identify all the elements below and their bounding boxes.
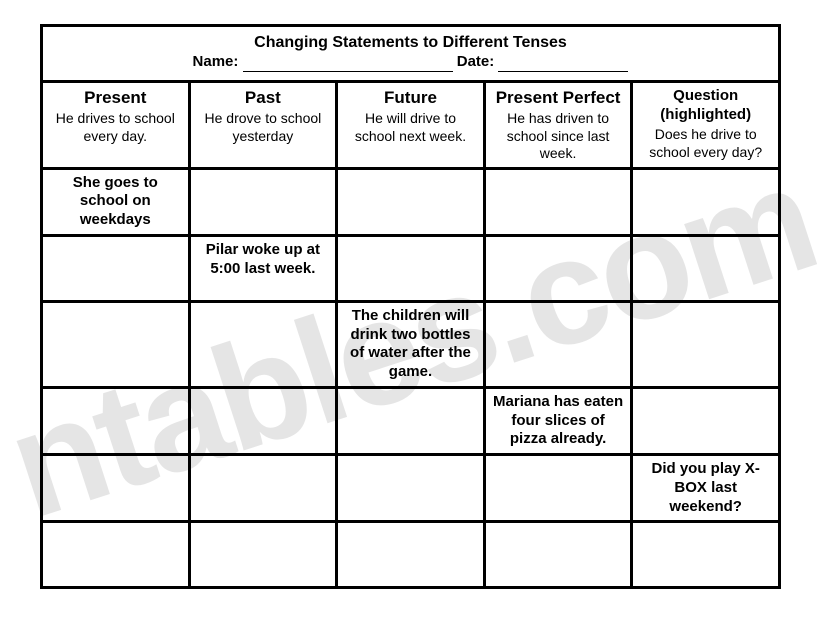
cell-future[interactable] — [337, 168, 485, 235]
col-example: He drives to school every day. — [56, 110, 175, 144]
table-row — [42, 522, 780, 588]
cell-present-perfect[interactable] — [484, 522, 632, 588]
worksheet-page: ntables.com Changing Statements to Diffe… — [0, 0, 821, 634]
cell-future[interactable] — [337, 387, 485, 454]
date-label: Date: — [457, 53, 495, 70]
table-row: The children will drink two bottles of w… — [42, 301, 780, 387]
cell-present-perfect[interactable] — [484, 235, 632, 301]
cell-past[interactable] — [189, 168, 337, 235]
cell-future[interactable] — [337, 235, 485, 301]
col-example: He has driven to school since last week. — [507, 110, 610, 161]
col-example: He drove to school yesterday — [205, 110, 322, 144]
cell-present[interactable] — [42, 387, 190, 454]
table-row: Pilar woke up at 5:00 last week. — [42, 235, 780, 301]
col-title: Past — [197, 87, 330, 108]
col-title: Future — [344, 87, 477, 108]
cell-present-perfect[interactable] — [484, 168, 632, 235]
cell-text: Did you play X-BOX last weekend? — [652, 460, 760, 515]
cell-present[interactable]: She goes to school on weekdays — [42, 168, 190, 235]
cell-question[interactable] — [632, 522, 780, 588]
col-example: He will drive to school next week. — [355, 110, 466, 144]
header-row: Present He drives to school every day. P… — [42, 81, 780, 168]
cell-past[interactable] — [189, 387, 337, 454]
cell-future[interactable] — [337, 455, 485, 522]
cell-future[interactable]: The children will drink two bottles of w… — [337, 301, 485, 387]
col-header-question: Question (highlighted) Does he drive to … — [632, 81, 780, 168]
cell-present-perfect[interactable]: Mariana has eaten four slices of pizza a… — [484, 387, 632, 454]
col-header-future: Future He will drive to school next week… — [337, 81, 485, 168]
cell-past[interactable] — [189, 301, 337, 387]
cell-present[interactable] — [42, 522, 190, 588]
cell-text: Mariana has eaten four slices of pizza a… — [493, 393, 623, 448]
cell-present[interactable] — [42, 235, 190, 301]
col-title: Present — [49, 87, 182, 108]
col-header-past: Past He drove to school yesterday — [189, 81, 337, 168]
cell-text: The children will drink two bottles of w… — [350, 307, 471, 380]
name-blank[interactable] — [243, 58, 453, 72]
cell-question[interactable] — [632, 235, 780, 301]
cell-past[interactable] — [189, 455, 337, 522]
cell-present[interactable] — [42, 455, 190, 522]
cell-question[interactable]: Did you play X-BOX last weekend? — [632, 455, 780, 522]
cell-question[interactable] — [632, 301, 780, 387]
cell-future[interactable] — [337, 522, 485, 588]
title-row: Changing Statements to Different Tenses … — [42, 26, 780, 82]
col-example: Does he drive to school every day? — [649, 126, 762, 160]
cell-past[interactable] — [189, 522, 337, 588]
date-blank[interactable] — [498, 58, 628, 72]
cell-question[interactable] — [632, 168, 780, 235]
table-row: Mariana has eaten four slices of pizza a… — [42, 387, 780, 454]
table-row: Did you play X-BOX last weekend? — [42, 455, 780, 522]
cell-question[interactable] — [632, 387, 780, 454]
tenses-table: Changing Statements to Different Tenses … — [40, 24, 781, 589]
cell-text: Pilar woke up at 5:00 last week. — [206, 241, 320, 277]
name-label: Name: — [193, 53, 239, 70]
name-date-line: Name: Date: — [49, 53, 772, 72]
col-title: Question (highlighted) — [639, 87, 772, 125]
cell-present-perfect[interactable] — [484, 301, 632, 387]
cell-present[interactable] — [42, 301, 190, 387]
cell-present-perfect[interactable] — [484, 455, 632, 522]
col-header-present: Present He drives to school every day. — [42, 81, 190, 168]
col-header-present-perfect: Present Perfect He has driven to school … — [484, 81, 632, 168]
cell-text: She goes to school on weekdays — [73, 174, 158, 229]
worksheet-title: Changing Statements to Different Tenses — [49, 33, 772, 53]
col-title: Present Perfect — [492, 87, 625, 108]
cell-past[interactable]: Pilar woke up at 5:00 last week. — [189, 235, 337, 301]
title-cell: Changing Statements to Different Tenses … — [42, 26, 780, 82]
table-row: She goes to school on weekdays — [42, 168, 780, 235]
